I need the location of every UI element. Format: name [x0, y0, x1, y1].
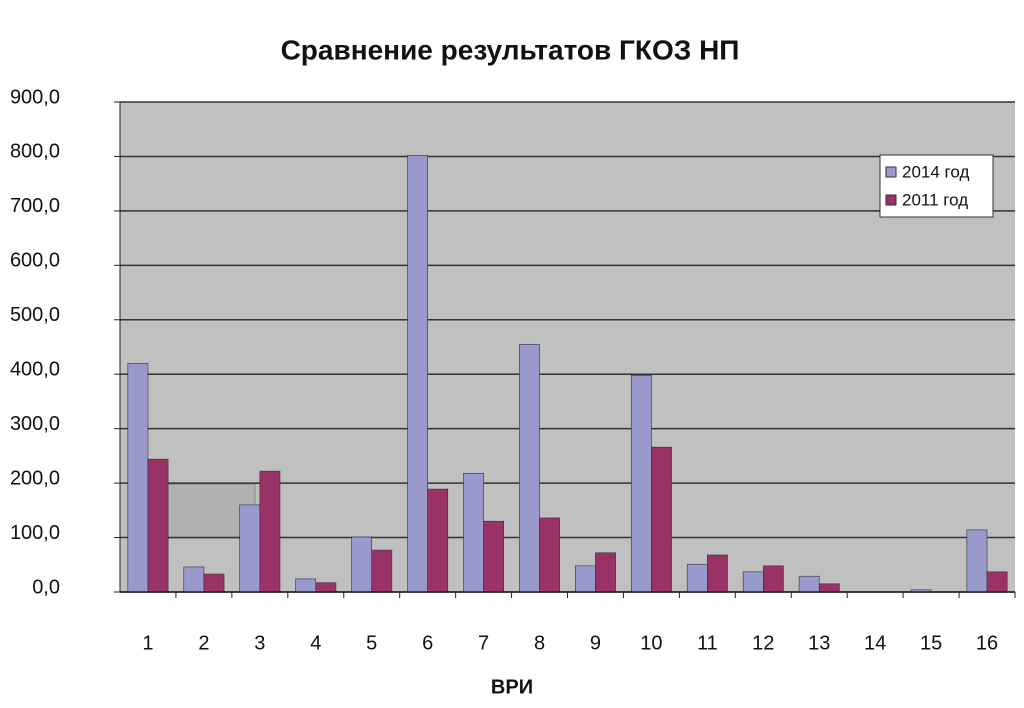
x-tick-label: 5	[366, 632, 377, 654]
x-tick-label: 11	[697, 632, 718, 654]
y-tick-label: 600,0	[10, 250, 60, 272]
x-tick-label: 10	[640, 632, 662, 654]
x-axis-label: ВРИ	[491, 676, 533, 698]
x-tick-label: 3	[254, 632, 265, 654]
y-tick-label: 200,0	[10, 467, 60, 489]
bar	[630, 375, 652, 593]
bar	[127, 363, 149, 593]
bar	[183, 566, 205, 593]
y-tick-label: 900,0	[10, 86, 60, 108]
bar	[986, 571, 1008, 593]
y-tick-label: 800,0	[10, 141, 60, 163]
bar	[818, 583, 840, 593]
x-tick-label: 2	[198, 632, 209, 654]
legend-box	[879, 154, 994, 218]
bar	[762, 565, 784, 593]
bar	[407, 155, 428, 593]
bar	[519, 343, 540, 593]
bar	[427, 488, 449, 593]
bar	[147, 458, 169, 593]
bar	[259, 470, 281, 593]
x-tick-label: 9	[590, 632, 601, 654]
x-tick-label: 15	[920, 632, 942, 654]
x-tick-label: 12	[752, 632, 774, 654]
x-tick-label: 16	[976, 632, 998, 654]
bar	[203, 573, 225, 593]
y-tick-label: 400,0	[10, 359, 60, 381]
bar	[539, 517, 560, 593]
bar	[651, 446, 672, 593]
x-tick-label: 8	[534, 632, 545, 654]
bar	[239, 504, 261, 593]
chart-title: Сравнение результатов ГКОЗ НП	[281, 34, 740, 65]
bar	[595, 552, 616, 593]
y-tick-label: 300,0	[10, 413, 60, 435]
bar	[742, 571, 764, 593]
legend-swatch	[885, 166, 897, 178]
bar	[295, 578, 317, 593]
bar	[686, 563, 708, 593]
bar	[371, 549, 393, 593]
legend-label: 2011 год	[902, 190, 968, 209]
bar	[966, 529, 988, 593]
y-tick-label: 0,0	[32, 576, 60, 598]
bar	[483, 520, 505, 593]
x-tick-label: 1	[142, 632, 153, 654]
bar	[575, 565, 596, 593]
bar	[463, 473, 484, 593]
bar	[798, 575, 820, 593]
x-tick-label: 13	[808, 632, 830, 654]
y-tick-label: 100,0	[10, 522, 60, 544]
x-tick-label: 14	[864, 632, 886, 654]
x-tick-label: 6	[422, 632, 433, 654]
y-tick-label: 500,0	[10, 304, 60, 326]
bar	[351, 536, 373, 593]
x-tick-label: 4	[310, 632, 321, 654]
bar	[315, 582, 337, 593]
x-tick-label: 7	[478, 632, 489, 654]
y-tick-label: 700,0	[10, 195, 60, 217]
legend-swatch	[885, 194, 897, 206]
legend-label: 2014 год	[902, 162, 969, 181]
bar	[707, 554, 728, 593]
